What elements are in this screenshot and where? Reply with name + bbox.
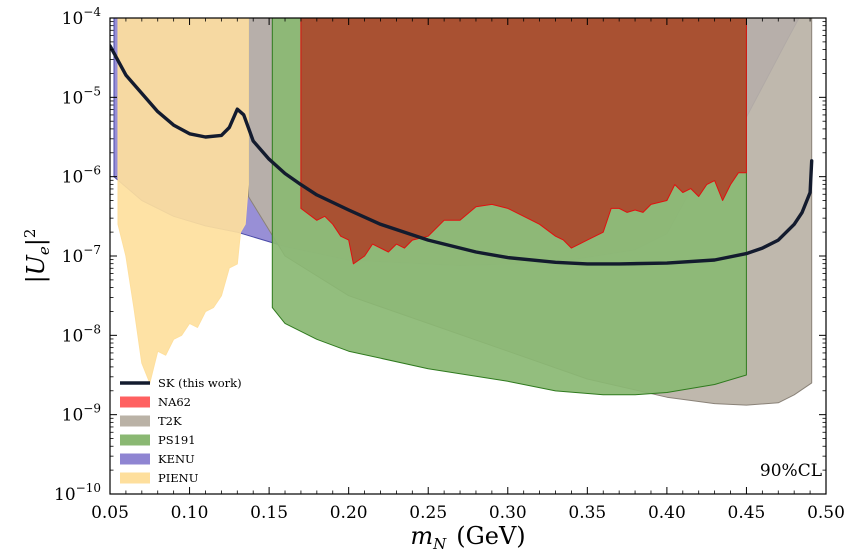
- x-tick-label: 0.45: [728, 503, 766, 523]
- x-tick-label: 0.05: [91, 503, 129, 523]
- data-series: [110, 44, 814, 266]
- y-tick-label: 10−8: [62, 322, 101, 346]
- legend: SK (this work) NA62 T2K PS191 KENU PIENU: [120, 376, 242, 485]
- y-tick-label: 10−10: [54, 481, 101, 505]
- y-tick-label: 10−9: [62, 402, 101, 426]
- x-tick-label: 0.30: [489, 503, 527, 523]
- legend-swatch-t2k: [120, 415, 150, 427]
- legend-swatch-na62: [120, 396, 150, 408]
- tick-labels: 0.05 0.10 0.15 0.20 0.25 0.30 0.35 0.40 0.45 0.50…: [54, 5, 845, 523]
- legend-swatch-kenu: [120, 453, 150, 465]
- legend-label-ps191: PS191: [158, 433, 196, 447]
- x-tick-label: 0.15: [250, 503, 288, 523]
- region-pienu: [117, 18, 249, 384]
- y-axis-label: |Ue|2: [21, 229, 53, 284]
- legend-swatch-pienu: [120, 472, 150, 484]
- y-tick-label: 10−4: [62, 5, 102, 29]
- region-na62: [300, 18, 747, 265]
- x-tick-label: 0.10: [171, 503, 209, 523]
- y-tick-label: 10−5: [62, 84, 101, 108]
- legend-label-t2k: T2K: [158, 414, 182, 428]
- x-tick-label: 0.50: [807, 503, 845, 523]
- legend-label-pienu: PIENU: [158, 471, 199, 485]
- x-tick-label: 0.35: [568, 503, 606, 523]
- x-tick-label: 0.25: [409, 503, 447, 523]
- exclusion-regions: [113, 18, 813, 406]
- y-tick-label: 10−7: [62, 243, 101, 267]
- x-axis-label: mN (GeV): [410, 522, 525, 553]
- series-line-sk-this-work: [110, 44, 814, 266]
- legend-swatch-ps191: [120, 434, 150, 446]
- confidence-level-label: 90%CL: [760, 461, 822, 481]
- x-tick-label: 0.40: [648, 503, 686, 523]
- legend-label-sk-this-work: SK (this work): [158, 376, 242, 390]
- legend-label-na62: NA62: [158, 395, 191, 409]
- legend-label-kenu: KENU: [158, 452, 195, 466]
- plot-frame: [109, 17, 827, 495]
- y-tick-label: 10−6: [62, 164, 101, 188]
- x-tick-label: 0.20: [330, 503, 368, 523]
